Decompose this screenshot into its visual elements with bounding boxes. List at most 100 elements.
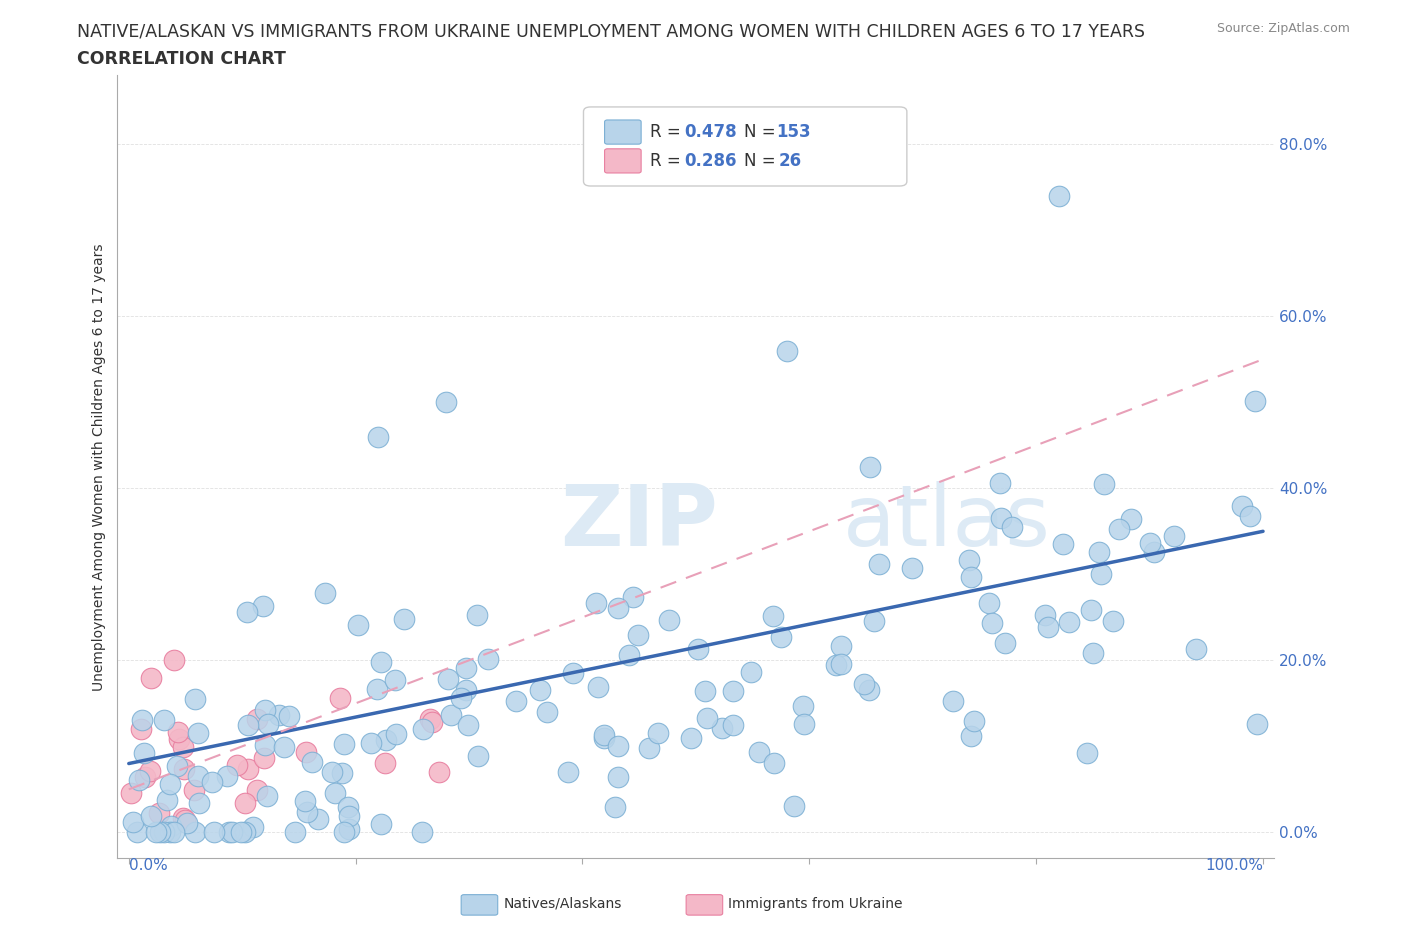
Point xyxy=(125,825,148,840)
Point xyxy=(236,604,259,619)
Point xyxy=(536,704,558,719)
Text: R =: R = xyxy=(650,123,686,141)
Point xyxy=(977,595,1000,610)
Point xyxy=(218,825,240,840)
Point xyxy=(1239,508,1261,523)
Point xyxy=(301,754,323,769)
Text: R =: R = xyxy=(650,152,686,170)
Point xyxy=(1090,566,1112,581)
Point xyxy=(236,717,259,732)
Point xyxy=(159,825,181,840)
Point xyxy=(1232,498,1254,513)
Point xyxy=(1033,607,1056,622)
Point xyxy=(278,709,301,724)
Point xyxy=(775,343,797,358)
Text: 0.286: 0.286 xyxy=(685,152,737,170)
Point xyxy=(585,596,607,611)
Point xyxy=(238,762,260,777)
Text: 0.0%: 0.0% xyxy=(129,858,167,873)
Point xyxy=(329,690,352,705)
Point xyxy=(859,459,882,474)
Point xyxy=(960,729,983,744)
Point xyxy=(153,712,176,727)
Point xyxy=(333,825,356,840)
Point xyxy=(242,820,264,835)
Point xyxy=(246,782,269,797)
Point xyxy=(868,557,890,572)
Point xyxy=(748,745,770,760)
Text: N =: N = xyxy=(744,123,780,141)
Text: Natives/Alaskans: Natives/Alaskans xyxy=(503,897,621,911)
Point xyxy=(187,769,209,784)
Point xyxy=(457,717,479,732)
Point xyxy=(696,711,718,725)
Point xyxy=(858,683,880,698)
Point xyxy=(1083,645,1105,660)
Text: 100.0%: 100.0% xyxy=(1205,858,1263,873)
Point xyxy=(166,759,188,774)
Point xyxy=(1163,528,1185,543)
Point xyxy=(132,745,155,760)
Text: 26: 26 xyxy=(779,152,801,170)
Point xyxy=(901,561,924,576)
Point xyxy=(256,716,278,731)
Point xyxy=(163,653,186,668)
Point xyxy=(163,825,186,840)
Point xyxy=(159,818,181,833)
Point xyxy=(215,769,238,784)
Point xyxy=(1094,476,1116,491)
Point xyxy=(963,713,986,728)
Text: Immigrants from Ukraine: Immigrants from Ukraine xyxy=(728,897,903,911)
Point xyxy=(1119,512,1142,526)
Point xyxy=(139,808,162,823)
Point xyxy=(392,611,415,626)
Point xyxy=(131,712,153,727)
Point xyxy=(1108,522,1130,537)
Point xyxy=(184,692,207,707)
Point xyxy=(167,724,190,739)
Point xyxy=(153,825,176,840)
Point xyxy=(1052,537,1074,551)
Point xyxy=(360,736,382,751)
Point xyxy=(959,569,981,584)
Point xyxy=(172,811,194,826)
Point xyxy=(505,693,527,708)
Text: ZIP: ZIP xyxy=(560,481,717,565)
Point xyxy=(169,732,191,747)
Point xyxy=(294,745,316,760)
Point xyxy=(370,655,392,670)
Point xyxy=(723,684,745,698)
Point xyxy=(139,764,162,778)
Text: NATIVE/ALASKAN VS IMMIGRANTS FROM UKRAINE UNEMPLOYMENT AMONG WOMEN WITH CHILDREN: NATIVE/ALASKAN VS IMMIGRANTS FROM UKRAIN… xyxy=(77,22,1146,40)
Point xyxy=(561,665,583,680)
Text: Source: ZipAtlas.com: Source: ZipAtlas.com xyxy=(1216,22,1350,35)
Point xyxy=(273,740,295,755)
Y-axis label: Unemployment Among Women with Children Ages 6 to 17 years: Unemployment Among Women with Children A… xyxy=(93,243,107,691)
Point xyxy=(1057,614,1080,629)
Point xyxy=(202,825,225,840)
Point xyxy=(221,825,243,840)
Point xyxy=(658,613,681,628)
Point xyxy=(229,825,252,840)
Point xyxy=(336,799,359,814)
Point xyxy=(411,825,433,840)
Point xyxy=(419,711,441,726)
Point xyxy=(783,799,806,814)
Point xyxy=(1243,394,1265,409)
Point xyxy=(233,795,256,810)
Point xyxy=(246,712,269,727)
Point xyxy=(769,630,792,644)
Point xyxy=(593,727,616,742)
Point xyxy=(434,395,457,410)
Point xyxy=(201,775,224,790)
Point xyxy=(172,740,194,755)
Point xyxy=(627,628,650,643)
Point xyxy=(367,430,389,445)
Point xyxy=(588,680,610,695)
Point xyxy=(456,683,478,698)
Point xyxy=(793,716,815,731)
Point xyxy=(477,651,499,666)
Point xyxy=(1036,619,1059,634)
Point xyxy=(994,635,1017,650)
Point xyxy=(173,762,195,777)
